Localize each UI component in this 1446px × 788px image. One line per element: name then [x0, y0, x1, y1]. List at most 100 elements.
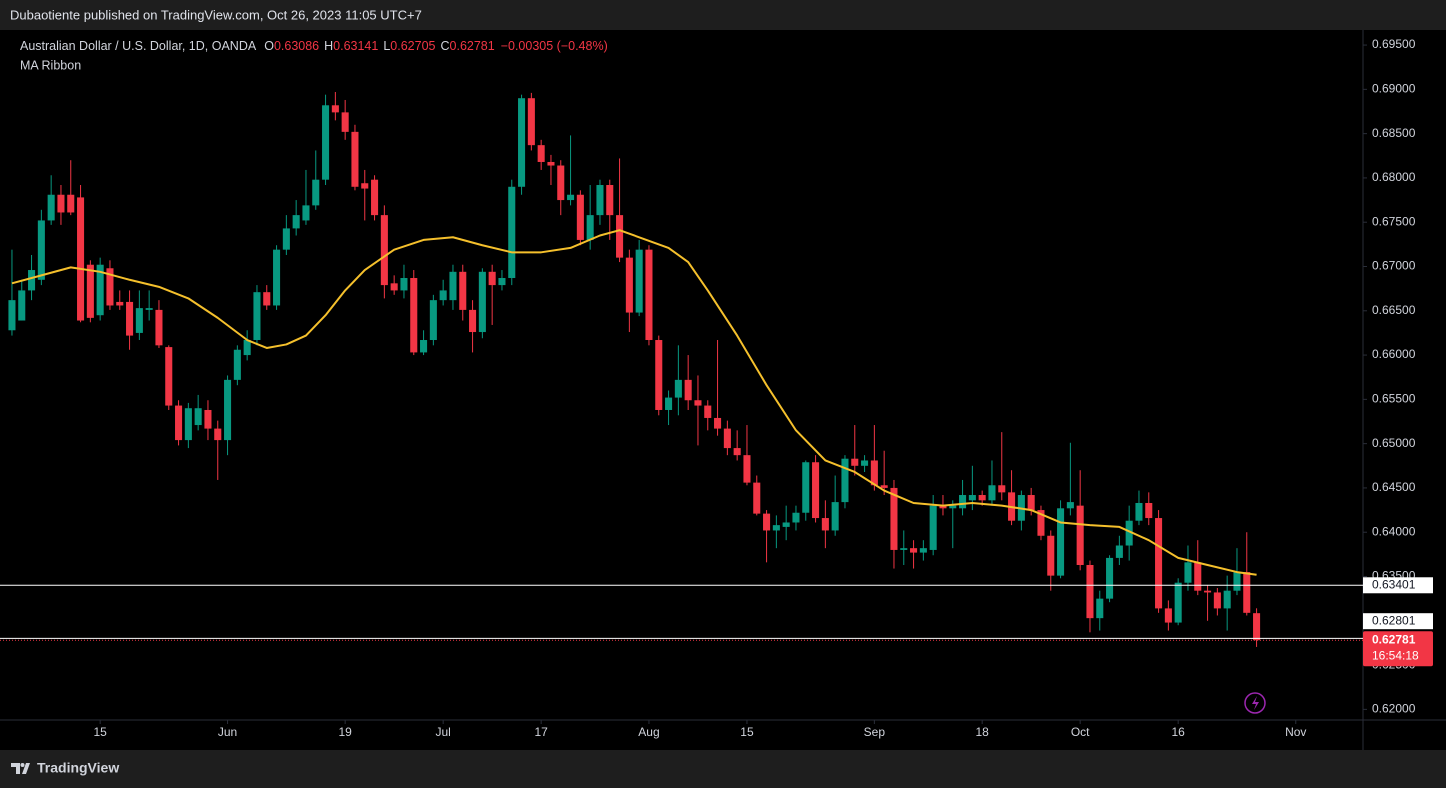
candle-body	[831, 502, 839, 531]
candle-body	[1066, 502, 1074, 509]
y-tick-label: 0.69500	[1372, 37, 1416, 51]
ma-line	[11, 229, 1257, 576]
candle-body	[469, 309, 477, 333]
change: −0.00305 (−0.48%)	[501, 39, 608, 53]
candle-body	[1125, 520, 1133, 546]
candle-body	[331, 105, 339, 113]
y-tick-label: 0.62000	[1372, 702, 1416, 716]
chart-title: Australian Dollar / U.S. Dollar, 1D, OAN…	[20, 39, 257, 53]
candle-body	[1115, 545, 1123, 558]
candle-body	[586, 215, 594, 240]
candle-body	[998, 485, 1006, 493]
candle-body	[498, 278, 506, 286]
candle-body	[508, 186, 516, 279]
y-tick-label: 0.64000	[1372, 524, 1416, 538]
candle-body	[488, 271, 496, 286]
candle-body	[1086, 564, 1094, 619]
hline-label-box	[1363, 577, 1433, 594]
candle-body	[527, 98, 535, 146]
header-bar	[0, 0, 1446, 30]
x-tick-label: Jul	[435, 725, 450, 739]
y-tick-label: 0.69000	[1372, 82, 1416, 96]
candle-body	[968, 495, 976, 501]
candle-body	[361, 183, 369, 189]
candle-body	[371, 179, 379, 216]
candle-body	[175, 405, 183, 441]
legend-line: Australian Dollar / U.S. Dollar, 1D, OAN…	[20, 39, 608, 53]
candle-body	[625, 257, 633, 313]
candle-body	[459, 271, 467, 310]
candle-body	[400, 278, 408, 291]
candle-body	[655, 340, 663, 410]
ohlc-value: 0.63141	[333, 39, 378, 53]
ohlc-label: O	[264, 39, 274, 53]
candle-body	[714, 417, 722, 429]
candle-body	[263, 292, 271, 306]
y-tick-label: 0.65500	[1372, 392, 1416, 406]
candle-body	[861, 460, 869, 466]
footer-brand: TradingView	[37, 760, 119, 776]
candle-body	[606, 185, 614, 216]
candle-body	[214, 428, 222, 441]
candle-body	[282, 228, 290, 250]
candle-body	[1135, 502, 1143, 521]
candle-body	[694, 400, 702, 406]
candle-body	[429, 300, 437, 341]
candle-body	[1106, 557, 1114, 599]
candle-body	[1057, 508, 1065, 576]
candle-body	[959, 495, 967, 509]
candle-body	[851, 458, 859, 466]
header-text: Dubaotiente published on TradingView.com…	[10, 7, 422, 22]
candle-body	[1037, 510, 1045, 536]
candle-body	[145, 308, 153, 310]
candle-body	[733, 448, 741, 456]
candle-body	[841, 458, 849, 503]
candle-body	[782, 522, 790, 527]
candle-body	[1253, 613, 1261, 641]
candle-body	[302, 205, 310, 221]
y-tick-label: 0.68500	[1372, 126, 1416, 140]
x-tick-label: Sep	[864, 725, 886, 739]
hline-label: 0.63401	[1372, 577, 1416, 591]
candle-body	[978, 495, 986, 501]
candle-body	[763, 513, 771, 531]
candle-body	[478, 271, 486, 333]
tv-logo	[11, 763, 30, 774]
x-tick-label: Aug	[638, 725, 659, 739]
candle-body	[322, 105, 330, 180]
hline-label: 0.62801	[1372, 613, 1416, 627]
candle-body	[8, 300, 16, 331]
hline-label-box	[1363, 613, 1433, 630]
candle-body	[1164, 608, 1172, 623]
candle-body	[1184, 562, 1192, 583]
candle-body	[1047, 535, 1055, 576]
candle-body	[567, 194, 575, 201]
candle-body	[576, 194, 584, 240]
candle-body	[988, 485, 996, 501]
candle-body	[126, 301, 134, 336]
candle-body	[420, 340, 428, 353]
x-tick-label: 16	[1171, 725, 1185, 739]
price-label: 0.62781	[1372, 632, 1416, 646]
candle-body	[674, 379, 682, 398]
x-tick-label: 15	[740, 725, 754, 739]
ohlc-value: 0.62781	[450, 39, 495, 53]
candle-body	[253, 292, 261, 341]
ohlc-label: H	[324, 39, 333, 53]
x-tick-label: Jun	[218, 725, 237, 739]
candle-body	[929, 505, 937, 550]
candle-body	[273, 249, 281, 306]
candle-body	[635, 249, 643, 313]
candle-body	[116, 301, 124, 306]
candle-body	[518, 98, 526, 187]
candle-body	[1174, 582, 1182, 623]
candle-body	[870, 460, 878, 486]
alert-icon	[1244, 692, 1266, 714]
candle-body	[194, 408, 202, 426]
x-tick-label: 19	[338, 725, 352, 739]
candle-body	[292, 215, 300, 229]
x-tick-label: 15	[93, 725, 107, 739]
candle-body	[28, 270, 36, 291]
candle-body	[341, 112, 349, 132]
candle-body	[439, 290, 447, 301]
